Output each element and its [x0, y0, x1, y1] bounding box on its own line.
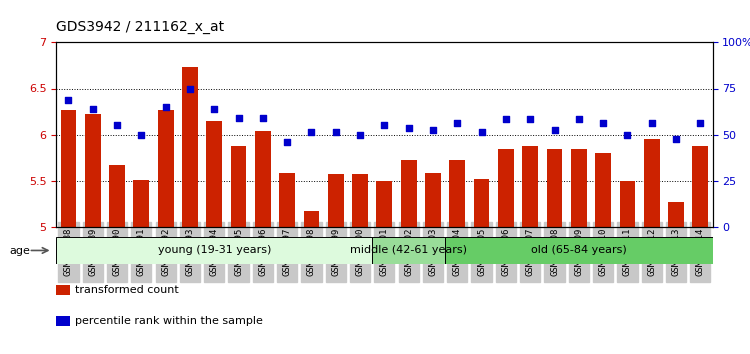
Point [232, 115, 244, 121]
Point [427, 127, 439, 133]
Bar [596, 153, 611, 227]
Point [256, 115, 268, 121]
Point [281, 139, 293, 145]
Bar [498, 149, 514, 227]
Point [646, 120, 658, 125]
Bar [372, 237, 446, 264]
Point [548, 127, 560, 133]
Point [62, 98, 74, 103]
Point [160, 104, 172, 110]
Bar [449, 160, 465, 227]
Point [111, 122, 123, 128]
Point [378, 122, 390, 128]
Bar [620, 181, 635, 227]
Bar [446, 237, 712, 264]
Text: percentile rank within the sample: percentile rank within the sample [75, 316, 262, 326]
Text: old (65-84 years): old (65-84 years) [531, 245, 627, 256]
Point [524, 116, 536, 122]
Point [622, 132, 634, 137]
Bar [231, 147, 247, 227]
Bar [279, 173, 295, 227]
Bar [182, 67, 198, 227]
Bar [400, 160, 416, 227]
Point [476, 129, 488, 135]
Text: transformed count: transformed count [75, 285, 178, 295]
Bar [158, 110, 173, 227]
Bar [644, 139, 660, 227]
Bar [328, 174, 344, 227]
Bar [376, 181, 392, 227]
Point [452, 121, 464, 126]
Point [500, 116, 512, 122]
Point [135, 132, 147, 137]
Point [354, 133, 366, 138]
Bar [692, 145, 708, 227]
Bar [304, 211, 320, 227]
Bar [85, 114, 100, 227]
Text: middle (42-61 years): middle (42-61 years) [350, 245, 467, 256]
Bar [61, 110, 76, 227]
Point [694, 121, 706, 126]
Point [305, 129, 317, 135]
Bar [206, 121, 222, 227]
Point [573, 116, 585, 122]
Point [87, 106, 99, 112]
Point [330, 129, 342, 135]
Bar [522, 145, 538, 227]
Bar [547, 149, 562, 227]
Bar [109, 165, 125, 227]
Bar [474, 179, 490, 227]
Bar [668, 202, 684, 227]
Bar [571, 149, 586, 227]
Text: GDS3942 / 211162_x_at: GDS3942 / 211162_x_at [56, 19, 224, 34]
Point [670, 136, 682, 142]
Text: age: age [9, 246, 30, 256]
Point [403, 125, 415, 131]
Bar [425, 173, 441, 227]
Point [209, 106, 220, 112]
Text: young (19-31 years): young (19-31 years) [158, 245, 271, 256]
Bar [352, 174, 368, 227]
Bar [56, 237, 372, 264]
Bar [255, 131, 271, 227]
Point [184, 87, 196, 92]
Bar [134, 179, 149, 227]
Point [597, 120, 609, 125]
